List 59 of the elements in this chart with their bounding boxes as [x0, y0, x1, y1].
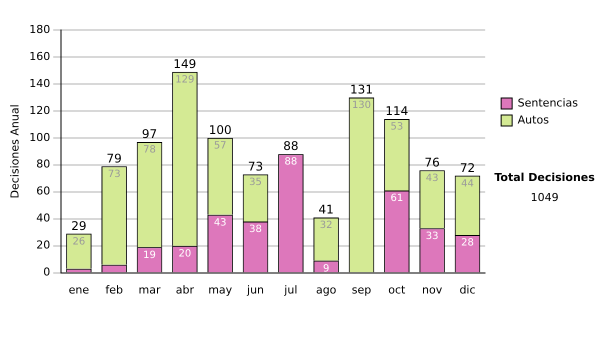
- x-tick-label: abr: [176, 283, 194, 296]
- data-label: 33: [426, 230, 439, 242]
- y-tick-label: 80: [36, 158, 50, 171]
- legend-label: Sentencias: [518, 96, 578, 110]
- x-tick-label: mar: [138, 283, 161, 296]
- x-tick-label: dic: [459, 283, 476, 296]
- data-label: 129: [175, 74, 194, 86]
- total-label: 131: [350, 82, 373, 97]
- x-tick-label: oct: [388, 283, 406, 296]
- data-label: 88: [284, 156, 298, 168]
- y-tick-label: 0: [43, 266, 50, 279]
- total-label: 79: [106, 151, 122, 166]
- data-label: 9: [322, 263, 330, 274]
- y-tick-label: 180: [29, 22, 50, 36]
- y-tick-label: 20: [36, 238, 50, 252]
- data-label: 20: [178, 248, 192, 260]
- y-tick-label: 140: [29, 76, 50, 90]
- total-label: 73: [248, 159, 264, 174]
- y-tick-label: 160: [29, 50, 50, 63]
- data-label: 19: [143, 250, 156, 261]
- data-label: 130: [352, 100, 372, 112]
- total-label: 114: [385, 104, 408, 118]
- data-label: 57: [214, 140, 227, 152]
- legend-label: Autos: [518, 113, 550, 126]
- total-label: 149: [173, 56, 196, 71]
- text: 1049: [530, 190, 559, 204]
- total-label: 100: [208, 123, 232, 138]
- total-label: 29: [71, 218, 86, 233]
- total-label: 72: [460, 160, 476, 175]
- y-tick-label: 120: [29, 104, 50, 117]
- x-tick-label: feb: [105, 283, 124, 296]
- data-label: 73: [108, 168, 121, 180]
- x-tick-label: jul: [283, 283, 298, 296]
- data-label: 43: [426, 172, 439, 184]
- data-label: 32: [320, 220, 333, 232]
- data-label: 28: [461, 238, 474, 249]
- data-label: 43: [214, 217, 227, 228]
- y-axis-title: Decisiones Anual: [8, 104, 22, 198]
- x-tick-label: may: [208, 283, 233, 296]
- data-label: 38: [249, 224, 262, 236]
- y-tick-label: 60: [36, 184, 50, 198]
- y-tick-label: 100: [29, 130, 50, 144]
- text: Total Decisiones: [494, 170, 596, 184]
- data-label: 44: [461, 178, 474, 190]
- data-label: 61: [390, 193, 404, 204]
- data-label: 53: [390, 122, 404, 133]
- data-label: 26: [72, 236, 86, 248]
- x-tick-label: nov: [422, 283, 443, 296]
- total-label: 41: [318, 202, 334, 217]
- total-label: 76: [424, 155, 440, 170]
- x-tick-label: jun: [246, 283, 264, 296]
- y-tick-label: 40: [36, 212, 50, 225]
- total-label: 97: [142, 127, 158, 142]
- data-label: 78: [143, 144, 156, 156]
- x-tick-label: sep: [352, 283, 372, 296]
- total-label: 88: [283, 139, 298, 154]
- x-tick-label: ago: [316, 283, 337, 296]
- x-tick-label: ene: [68, 283, 90, 296]
- data-label: 35: [249, 176, 262, 188]
